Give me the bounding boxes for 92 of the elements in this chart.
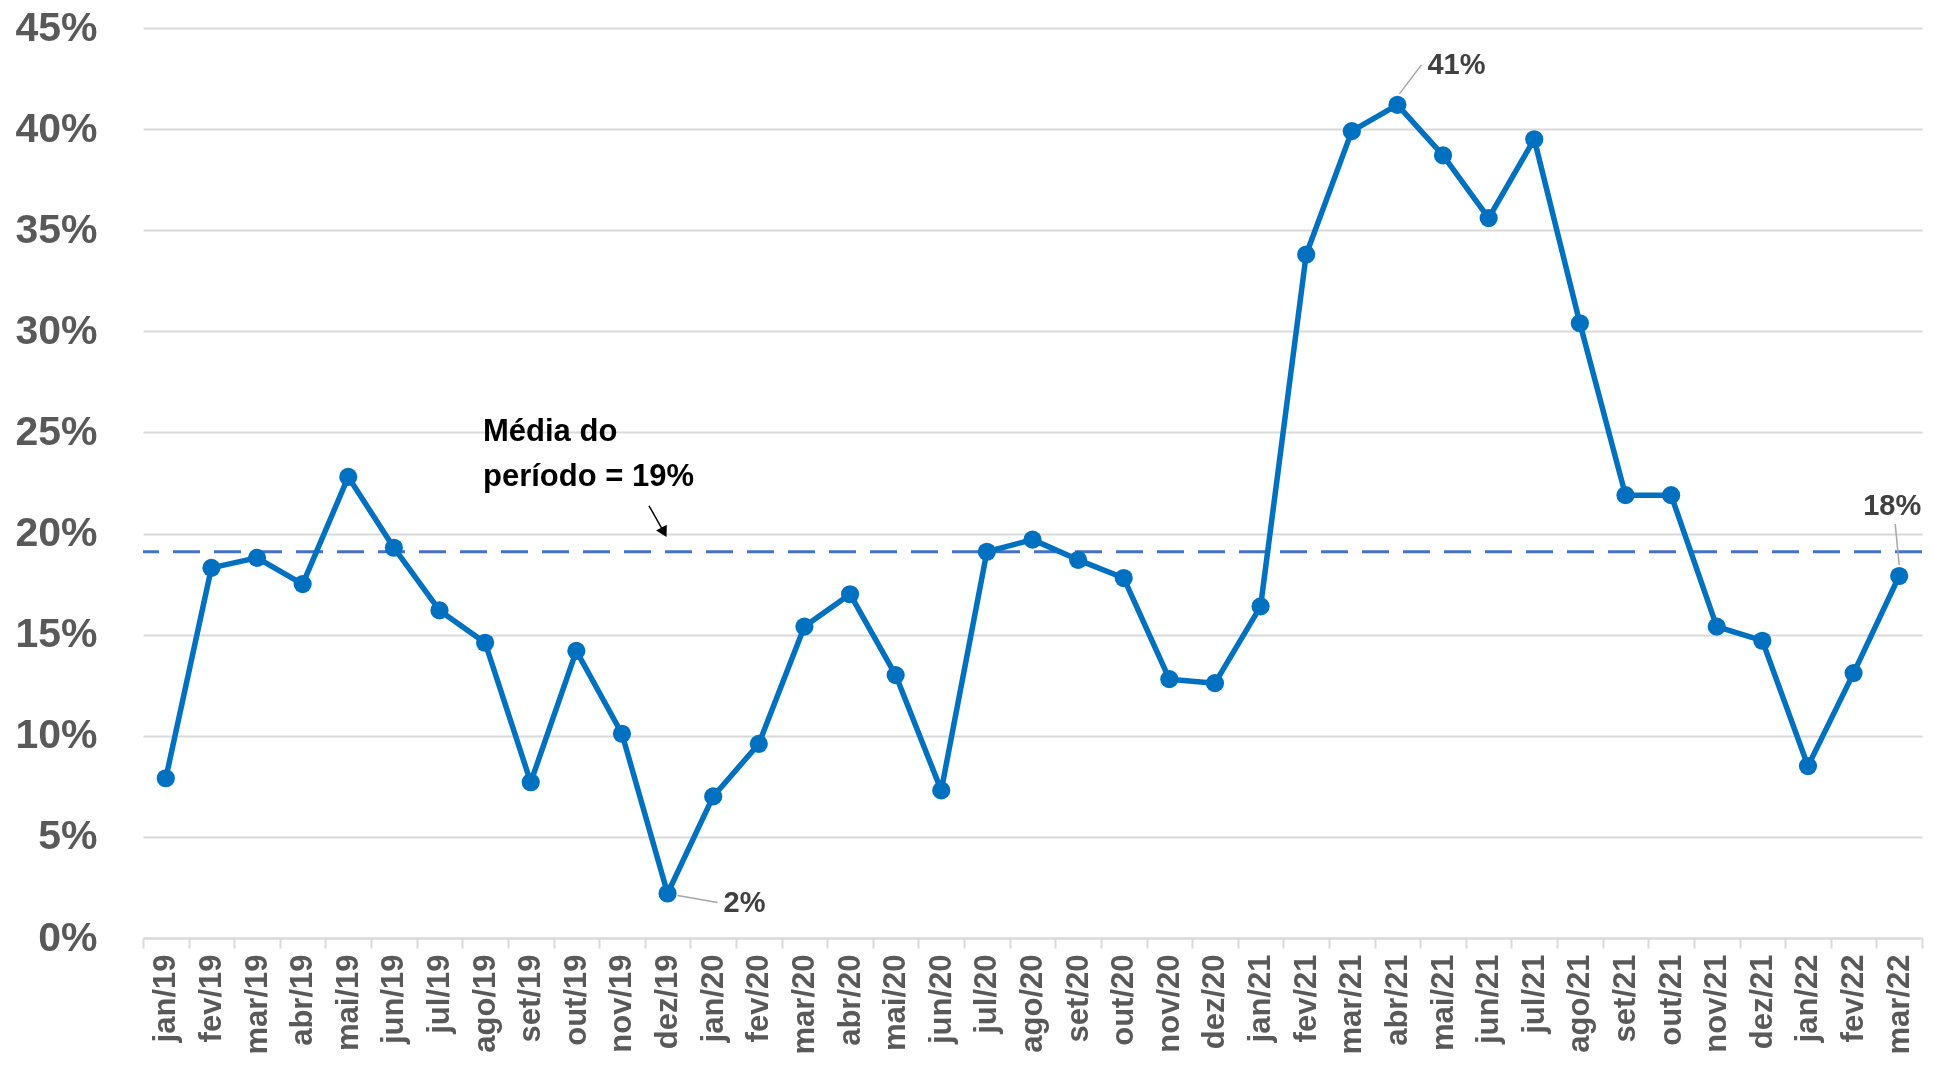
point [339, 467, 358, 486]
point [1890, 566, 1909, 586]
x-tick-label: out/21 [1652, 954, 1688, 1046]
x-tick-label: set/19 [512, 954, 548, 1043]
point [1160, 670, 1179, 689]
point [795, 617, 814, 636]
point [1662, 486, 1681, 505]
x-tick-label: mar/19 [238, 954, 274, 1055]
data-label: 2% [723, 885, 766, 918]
y-tick-label: 45% [15, 3, 98, 50]
y-tick-label: 30% [15, 306, 98, 353]
x-tick-label: out/19 [557, 954, 593, 1046]
x-tick-label: jan/19 [147, 954, 183, 1044]
point [1707, 617, 1726, 636]
point [932, 781, 951, 800]
point [840, 585, 860, 604]
point [521, 773, 540, 792]
y-tick-label: 0% [38, 913, 98, 960]
point [749, 734, 768, 753]
point [1069, 550, 1088, 569]
x-tick-label: mar/21 [1333, 954, 1369, 1055]
point [476, 633, 495, 652]
x-tick-label: mai/19 [329, 954, 365, 1052]
point [1388, 95, 1407, 114]
point [886, 666, 905, 685]
y-tick-label: 15% [15, 610, 98, 657]
x-tick-label: ago/20 [1014, 954, 1049, 1053]
x-tick-label: jun/19 [375, 954, 411, 1046]
point [156, 769, 175, 788]
point [1525, 130, 1544, 149]
x-tick-label: mai/20 [877, 954, 913, 1052]
x-tick-label: dez/20 [1196, 954, 1232, 1050]
point [202, 558, 221, 577]
point [1205, 674, 1225, 693]
x-tick-label: mai/21 [1424, 954, 1460, 1052]
point [1616, 486, 1635, 505]
x-tick-label: jul/19 [421, 954, 456, 1035]
point [1342, 122, 1361, 141]
x-tick-label: fev/21 [1287, 954, 1323, 1043]
y-tick-label: 10% [15, 711, 98, 758]
x-tick-label: set/20 [1059, 954, 1095, 1043]
x-tick-label: abr/20 [831, 954, 867, 1046]
point [1023, 530, 1042, 549]
x-tick-label: abr/19 [284, 954, 320, 1046]
x-tick-label: ago/21 [1561, 954, 1597, 1053]
x-tick-label: nov/19 [603, 954, 639, 1053]
x-tick-label: abr/21 [1378, 954, 1414, 1046]
point [704, 787, 723, 806]
point [658, 884, 677, 903]
x-tick-label: nov/20 [1150, 954, 1186, 1053]
y-tick-label: 40% [15, 104, 98, 151]
ref-line-label: Média do período = 19% [483, 412, 695, 493]
point [567, 641, 586, 660]
y-tick-label: 5% [38, 812, 98, 859]
x-tick-label: set/21 [1607, 954, 1642, 1043]
x-tick-label: jul/21 [1515, 954, 1551, 1035]
x-tick-label: fev/22 [1835, 954, 1871, 1043]
x-tick-label: jan/20 [694, 954, 730, 1044]
point [1114, 568, 1133, 588]
point [1297, 245, 1316, 264]
point [247, 548, 267, 567]
x-tick-label: jan/21 [1242, 954, 1278, 1044]
x-tick-label: fev/19 [192, 954, 228, 1043]
point [977, 542, 996, 561]
x-tick-label: mar/20 [785, 954, 821, 1055]
y-tick-label: 20% [15, 509, 98, 556]
x-tick-label: dez/21 [1743, 954, 1779, 1050]
x-tick-label: mar/22 [1880, 954, 1916, 1055]
point [1433, 146, 1453, 165]
x-tick-label: nov/21 [1698, 954, 1734, 1053]
y-tick-label: 35% [15, 205, 98, 252]
point [1251, 597, 1270, 616]
x-tick-label: jul/20 [968, 954, 1004, 1035]
data-label: 41% [1427, 47, 1486, 80]
point [1844, 664, 1863, 683]
point [430, 601, 449, 620]
y-tick-label: 25% [15, 407, 98, 454]
x-tick-label: jan/22 [1789, 954, 1825, 1044]
data-label: 18% [1863, 489, 1922, 522]
point [1753, 631, 1772, 650]
point [612, 724, 632, 743]
x-tick-label: dez/19 [649, 954, 685, 1050]
point [293, 575, 312, 594]
point [1798, 757, 1818, 776]
x-tick-label: ago/19 [466, 954, 502, 1053]
point [384, 538, 403, 557]
x-tick-label: jun/20 [922, 954, 958, 1046]
x-tick-label: fev/20 [740, 954, 776, 1043]
point [1479, 209, 1498, 228]
x-tick-label: out/20 [1105, 954, 1141, 1046]
x-tick-label: jun/21 [1470, 954, 1506, 1046]
point [1570, 314, 1589, 333]
